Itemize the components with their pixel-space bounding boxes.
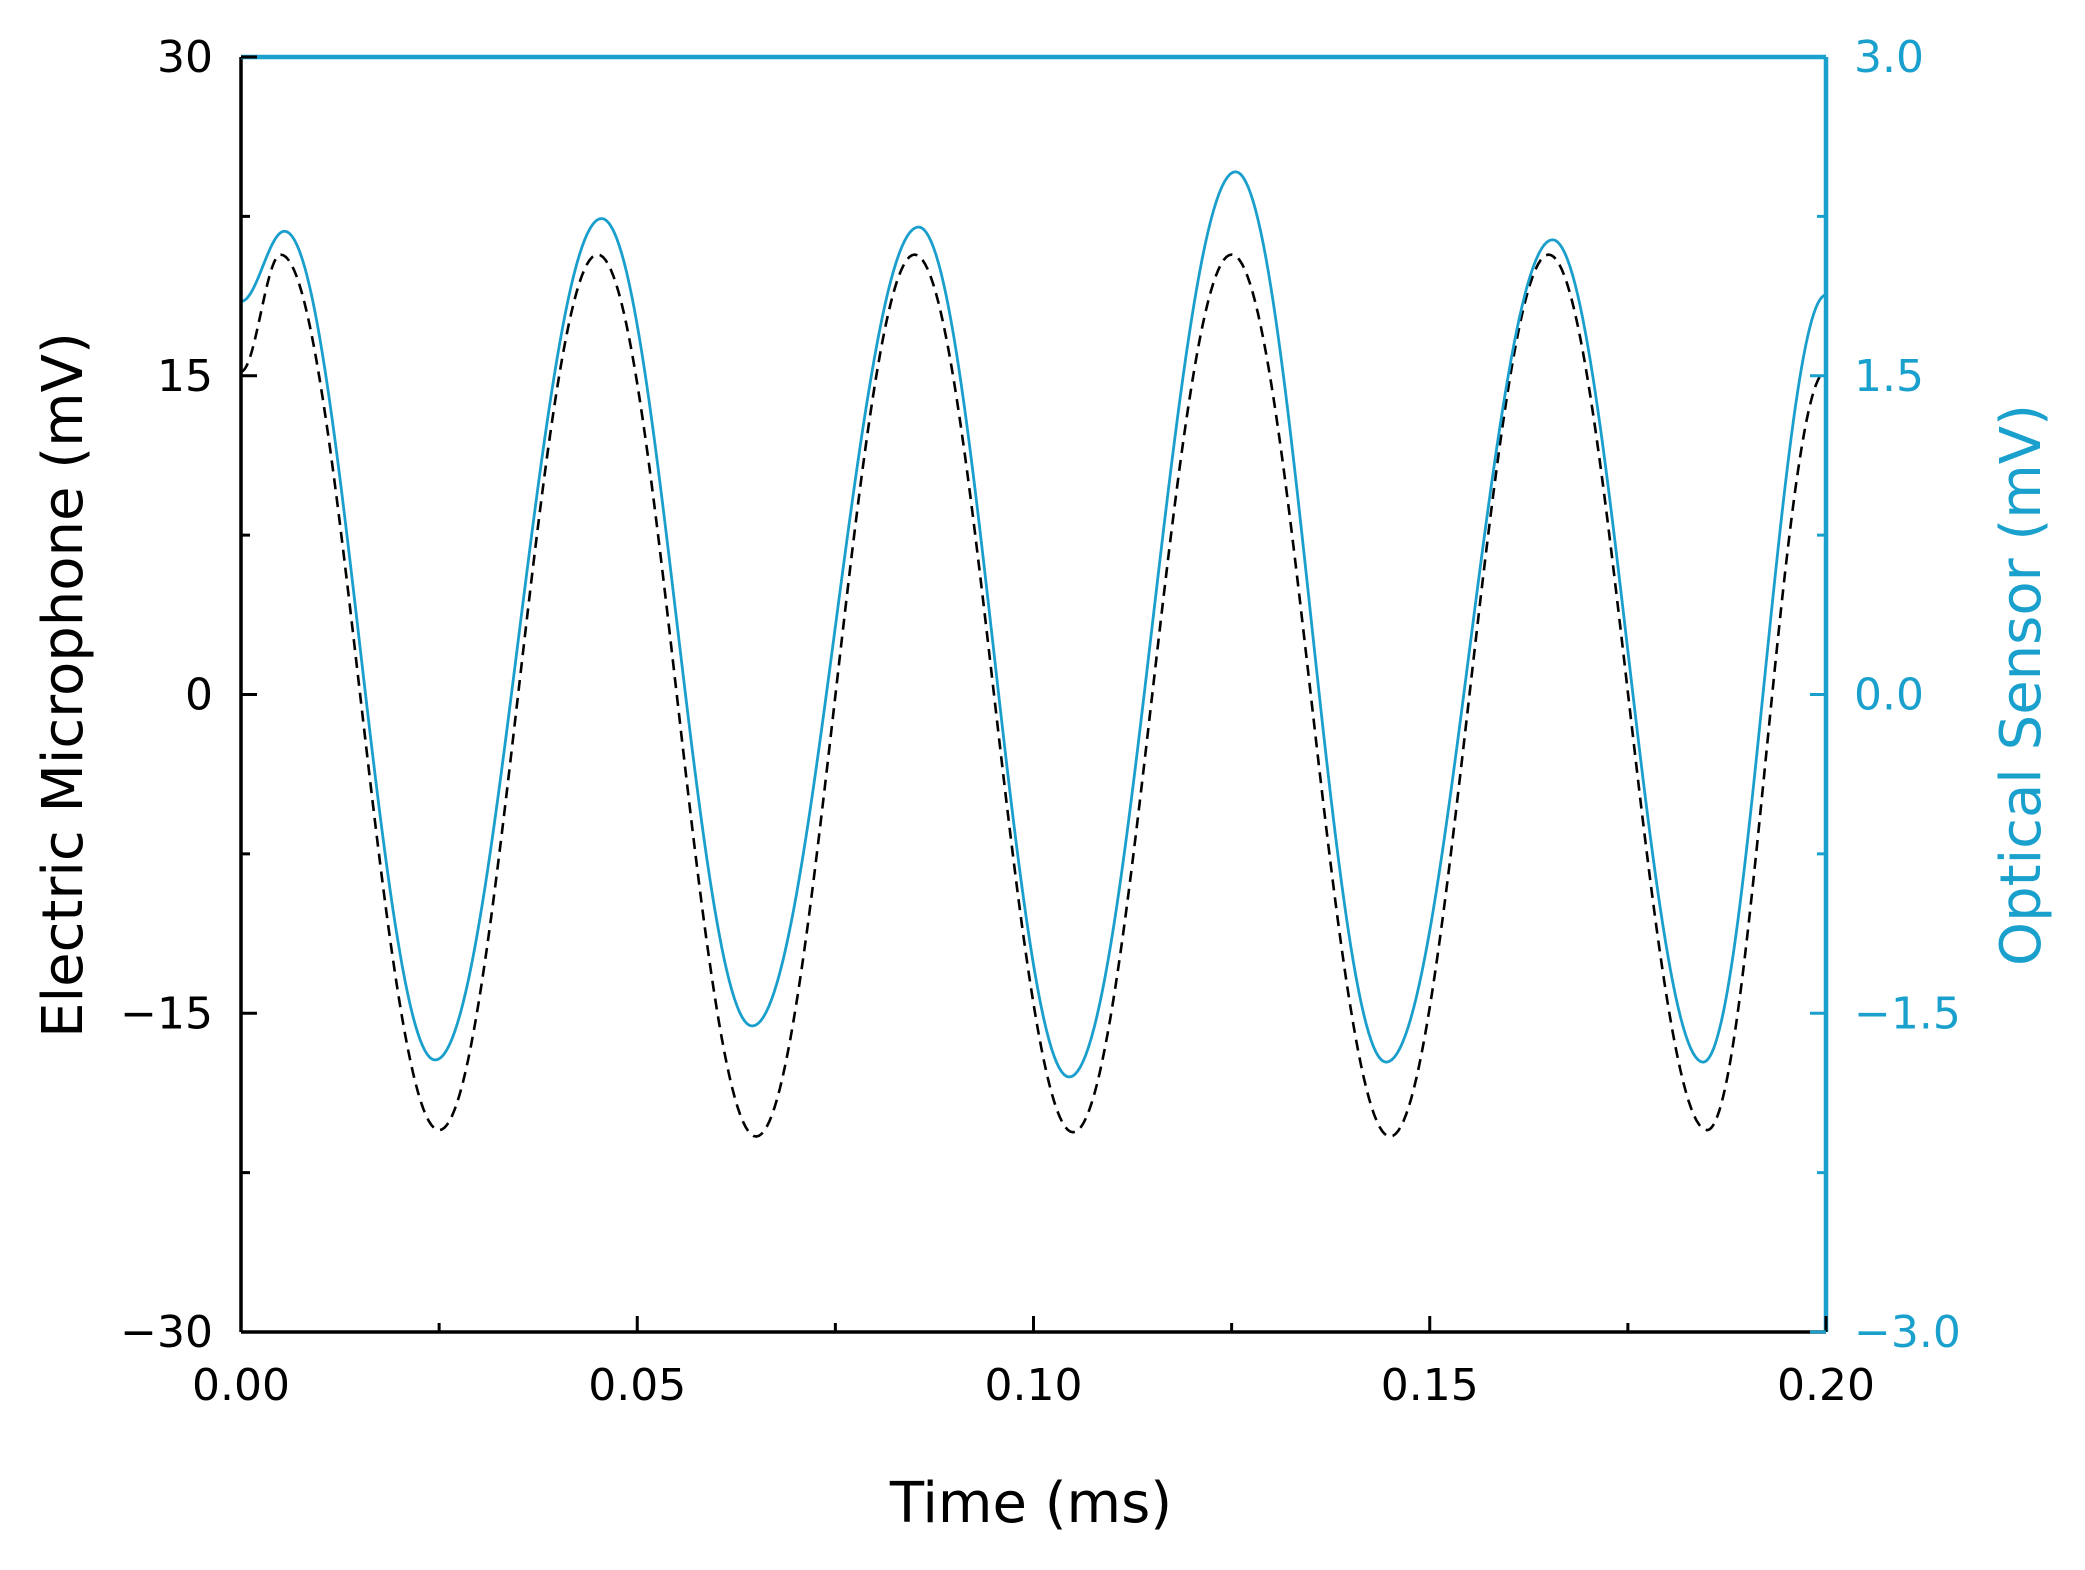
x-axis-title: Time (ms) xyxy=(889,1471,1172,1536)
right-y-tick-label: −1.5 xyxy=(1854,988,1961,1039)
plot-lines xyxy=(240,170,1827,1138)
right-y-axis-title: Optical Sensor (mV) xyxy=(1989,404,2054,966)
right-y-tick-label: 1.5 xyxy=(1854,351,1924,402)
electric-microphone-series-line xyxy=(240,253,1827,1138)
tick-labels: 0.00 0.05 0.10 0.15 0.20 30 15 0 −15 −30 3.0 1.5 0.0… xyxy=(120,32,1961,1411)
left-y-tick-label: −30 xyxy=(120,1307,213,1358)
x-tick-label: 0.00 xyxy=(192,1360,290,1411)
left-y-tick-label: 0 xyxy=(185,670,213,721)
right-y-tick-label: 3.0 xyxy=(1854,32,1924,83)
right-y-tick-label: −3.0 xyxy=(1854,1307,1961,1358)
left-y-axis-title: Electric Microphone (mV) xyxy=(31,332,96,1038)
x-tick-label: 0.05 xyxy=(588,1360,686,1411)
x-tick-label: 0.20 xyxy=(1777,1360,1875,1411)
x-tick-label: 0.10 xyxy=(985,1360,1083,1411)
x-tick-label: 0.15 xyxy=(1381,1360,1479,1411)
left-y-tick-label: 15 xyxy=(157,351,213,402)
left-y-tick-label: −15 xyxy=(120,988,213,1039)
optical-sensor-series-line xyxy=(240,170,1827,1079)
right-y-tick-label: 0.0 xyxy=(1854,670,1924,721)
left-y-tick-label: 30 xyxy=(157,32,213,83)
axes xyxy=(239,54,1829,1334)
